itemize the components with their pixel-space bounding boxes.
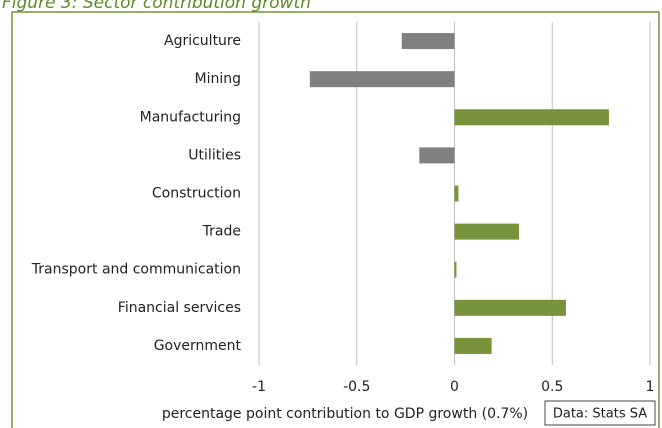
bar [401, 33, 455, 50]
y-tick-label: Utilities [188, 147, 241, 163]
bar [454, 261, 457, 278]
y-tick-label: Government [154, 338, 242, 354]
y-tick-label: Financial services [118, 300, 241, 316]
annotation-box [544, 400, 656, 426]
bar [454, 185, 459, 202]
x-tick-label: -1 [252, 379, 266, 395]
x-tick-label: -0.5 [343, 379, 370, 395]
y-tick-label: Mining [195, 71, 242, 87]
chart-title: Figure 3: Sector contribution growth [2, 0, 311, 13]
bar [454, 337, 492, 354]
frame [11, 11, 660, 428]
y-tick-label: Manufacturing [140, 109, 241, 125]
y-tick-label: Agriculture [164, 33, 241, 49]
bar [454, 299, 566, 316]
y-tick-label: Transport and communication [31, 262, 241, 278]
x-tick-label: 0.5 [541, 379, 563, 395]
bar [309, 71, 455, 88]
bar [454, 223, 520, 240]
bar [419, 147, 455, 164]
y-tick-label: Trade [202, 224, 241, 240]
bar [454, 109, 609, 126]
y-tick-label: Construction [152, 186, 241, 202]
annotation: Data: Stats SA [553, 407, 647, 422]
x-tick-label: 1 [646, 379, 655, 395]
x-tick-label: 0 [450, 379, 459, 395]
x-axis-label: percentage point contribution to GDP gro… [162, 406, 528, 422]
